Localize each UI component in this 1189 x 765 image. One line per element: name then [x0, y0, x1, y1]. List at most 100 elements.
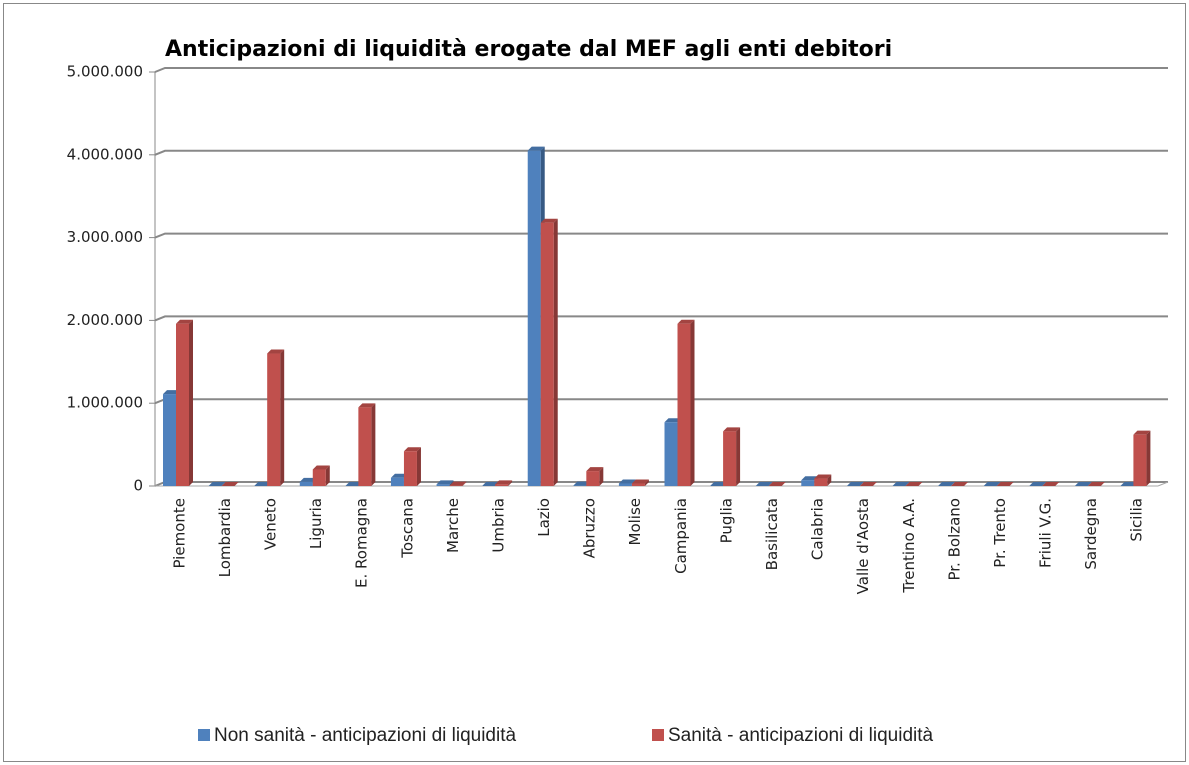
bar-top [267, 349, 285, 354]
bar-top [254, 482, 272, 486]
bar-top [814, 474, 832, 479]
bar [664, 422, 678, 486]
x-tick-label: Liguria [307, 498, 325, 549]
y-tick-label: 2.000.000 [67, 311, 143, 329]
bar-top [892, 482, 910, 486]
bar-top [905, 482, 923, 486]
bar-top [299, 477, 317, 482]
bar-top [176, 319, 193, 324]
bar-top [495, 480, 513, 485]
bar-top [983, 482, 1001, 486]
legend-swatch [652, 729, 664, 741]
bar-top [768, 482, 786, 486]
bar-top [390, 473, 408, 478]
bar-top [449, 481, 467, 486]
bar-top [859, 482, 877, 486]
bar [299, 481, 313, 486]
bar-top [723, 427, 741, 432]
bar [358, 407, 372, 486]
bar [631, 483, 645, 486]
bar-top [996, 482, 1014, 486]
x-tick-label: Pr. Bolzano [945, 498, 963, 581]
bar-side [280, 349, 285, 486]
bar-top [801, 476, 819, 481]
bar-side [736, 427, 741, 486]
bar-top [938, 482, 956, 486]
bar-side [553, 218, 558, 487]
bar [312, 469, 326, 486]
y-tick-label: 1.000.000 [67, 394, 143, 412]
bar-top [755, 482, 773, 486]
grid-line [154, 149, 1168, 156]
x-tick-label: Basilicata [763, 498, 781, 570]
x-tick-label: Umbria [489, 498, 507, 553]
bar [390, 477, 404, 486]
bar-side [644, 479, 649, 486]
bar [267, 353, 281, 486]
bar-top [436, 480, 454, 485]
bar-top [631, 479, 649, 484]
bar-top [1133, 430, 1151, 435]
x-tick-label: Pr. Trento [991, 498, 1009, 568]
legend-swatch [198, 729, 210, 741]
legend-label: Non sanità - anticipazioni di liquidità [214, 725, 516, 746]
x-tick-label: Lazio [535, 498, 553, 537]
bar-top [1120, 482, 1138, 486]
bar-top [312, 465, 330, 470]
bar [801, 480, 815, 486]
x-tick-label: Molise [626, 498, 644, 546]
x-tick-label: Abruzzo [581, 498, 599, 558]
bar-side [599, 467, 604, 486]
bar-side [325, 465, 330, 486]
x-tick-label: Lombardia [216, 498, 234, 577]
bar [540, 222, 554, 487]
bar [586, 471, 600, 486]
legend-label: Sanità - anticipazioni di liquidità [668, 725, 934, 746]
bar-side [371, 403, 376, 486]
grid-line [154, 315, 1168, 322]
bar-side [827, 474, 832, 486]
grid-line [154, 232, 1168, 239]
x-tick-label: Calabria [809, 498, 827, 560]
bar-top [527, 146, 545, 151]
y-tick-label: 0 [133, 477, 143, 495]
bar [1133, 434, 1147, 486]
bar-top [664, 418, 682, 423]
bar [723, 431, 737, 486]
chart-title: Anticipazioni di liquidità erogate dal M… [165, 37, 892, 62]
x-tick-label: Puglia [717, 498, 735, 543]
bar-top [1074, 482, 1092, 486]
bar-top [540, 218, 558, 223]
bar-side [508, 480, 513, 486]
bar-top [1087, 482, 1105, 486]
bar-top [345, 482, 363, 486]
x-tick-label: Trentino A.A. [900, 498, 918, 594]
x-tick-label: E. Romagna [353, 498, 371, 588]
bar-top [573, 481, 591, 486]
chart-border [3, 3, 1186, 762]
y-tick-label: 4.000.000 [67, 145, 143, 163]
x-tick-label: Veneto [261, 498, 279, 550]
floor-back [1157, 481, 1169, 487]
bar [176, 323, 189, 486]
bar-top [677, 319, 695, 324]
bar-side [462, 481, 467, 486]
bar [495, 484, 509, 486]
bar-top [710, 482, 728, 486]
x-tick-label: Friuli V.G. [1037, 498, 1055, 568]
x-tick-label: Sicilia [1128, 498, 1146, 542]
bar [403, 451, 417, 486]
x-tick-label: Campania [672, 498, 690, 574]
bar-side [690, 319, 695, 486]
x-tick-label: Marche [444, 498, 462, 553]
bar-top [163, 390, 180, 395]
y-tick-label: 3.000.000 [67, 228, 143, 246]
bar-top [618, 479, 636, 484]
bar-side [189, 319, 193, 486]
bar-side [416, 447, 421, 486]
bar [618, 483, 632, 486]
bar [436, 484, 450, 486]
bar-top [586, 467, 604, 472]
bar-side [1146, 430, 1151, 486]
